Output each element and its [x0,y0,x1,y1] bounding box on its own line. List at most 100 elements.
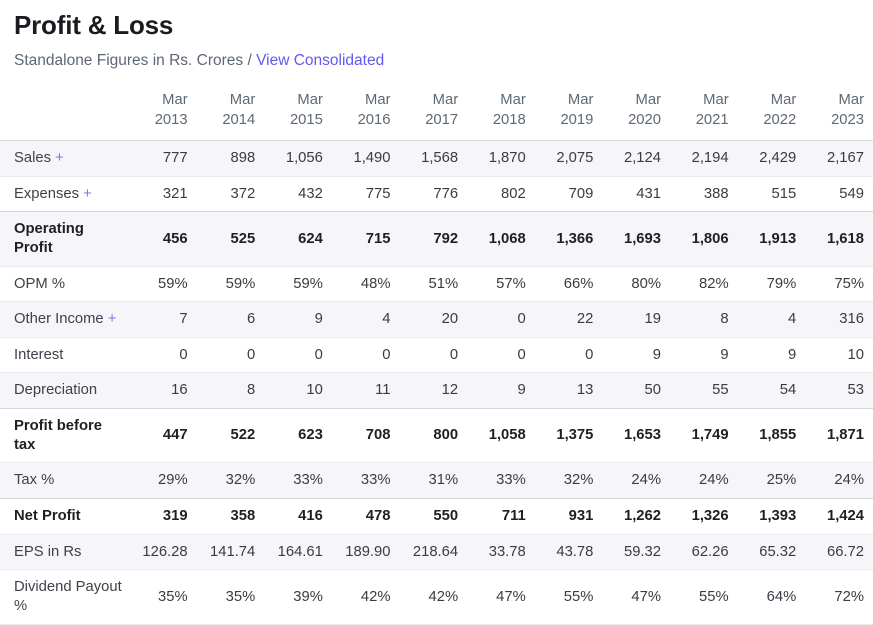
cell-value: 39% [264,569,332,625]
cell-value: 55% [534,569,603,625]
cell-value: 1,693 [602,211,670,267]
row-label: Interest [0,337,129,374]
cell-value: 898 [196,140,265,177]
row-label-text: Dividend Payout % [14,579,122,614]
cell-value: 164.61 [264,534,332,571]
cell-value: 10 [805,337,873,374]
cell-value: 715 [331,211,400,267]
cell-value: 549 [805,176,873,213]
cell-value: 25% [737,462,806,499]
cell-value: 0 [129,337,197,374]
cell-value: 82% [670,266,738,303]
cell-value: 141.74 [196,534,265,571]
cell-value: 42% [399,569,468,625]
row-label: Net Profit [0,498,129,535]
cell-value: 800 [399,408,468,464]
table-row: Interest 0 0 0 0 0 0 0 9 9 9 10 [0,337,873,374]
cell-value: 372 [196,176,265,213]
cell-value: 1,871 [805,408,873,464]
cell-value: 32% [196,462,265,499]
cell-value: 59% [196,266,265,303]
cell-value: 24% [602,462,670,499]
cell-value: 13 [534,372,603,410]
view-consolidated-link[interactable]: View Consolidated [256,52,385,69]
row-label: Operating Profit [0,211,129,267]
cell-value: 59.32 [602,534,670,571]
cell-value: 478 [331,498,400,535]
cell-value: 1,806 [670,211,738,267]
row-label-text: OPM % [14,275,65,292]
row-label-text: Other Income [14,311,104,328]
table-row: Net Profit 319 358 416 478 550 711 931 1,262 1,32… [0,498,873,535]
expand-row-icon[interactable]: + [51,149,64,166]
column-header: Mar 2013 [129,85,197,141]
cell-value: 1,913 [737,211,806,267]
expand-row-icon[interactable]: + [103,311,117,328]
cell-value: 57% [467,266,535,303]
row-label-text: EPS in Rs [14,543,82,560]
cell-value: 432 [264,176,332,213]
cell-value: 65.32 [737,534,806,571]
cell-value: 515 [737,176,806,213]
table-row: EPS in Rs 126.28 141.74 164.61 189.90 218.64 3… [0,534,873,571]
cell-value: 2,075 [534,140,603,177]
cell-value: 802 [467,176,535,213]
cell-value: 31% [399,462,468,499]
cell-value: 6 [196,301,265,338]
cell-value: 1,568 [399,140,468,177]
cell-value: 55% [670,569,738,625]
row-label: Dividend Payout % [0,569,129,625]
row-label-text: Depreciation [14,382,98,399]
cell-value: 358 [196,498,265,535]
cell-value: 447 [129,408,197,464]
cell-value: 48% [331,266,400,303]
cell-value: 9 [467,372,535,410]
cell-value: 1,749 [670,408,738,464]
table-row: Tax % 29% 32% 33% 33% 31% 33% 32% 24% 24% 25% 24% [0,462,873,499]
cell-value: 2,194 [670,140,738,177]
expand-row-icon[interactable]: + [78,185,92,202]
cell-value: 19 [602,301,670,338]
table-row: Profit before tax 447 522 623 708 800 1,058 1,3… [0,408,873,464]
row-label: Expenses + [0,176,129,213]
cell-value: 24% [670,462,738,499]
cell-value: 33.78 [467,534,535,571]
cell-value: 22 [534,301,603,338]
table-row: Dividend Payout % 35% 35% 39% 42% 42% 47% 55% 47… [0,569,873,625]
cell-value: 2,124 [602,140,670,177]
cell-value: 1,058 [467,408,535,464]
cell-value: 623 [264,408,332,464]
cell-value: 35% [196,569,265,625]
table-row[interactable]: Sales +777 898 1,056 1,490 1,568 1,870 2,075 2,… [0,140,873,177]
table-row: Depreciation 16 8 10 11 12 9 13 50 55 54 53 [0,372,873,410]
cell-value: 1,855 [737,408,806,464]
row-label-text: Sales [14,149,52,166]
cell-value: 1,366 [534,211,603,267]
cell-value: 776 [399,176,468,213]
column-header: Mar 2019 [534,85,603,141]
cell-value: 72% [805,569,873,625]
cell-value: 525 [196,211,265,267]
cell-value: 54 [737,372,806,410]
cell-value: 33% [264,462,332,499]
cell-value: 0 [399,337,468,374]
cell-value: 24% [805,462,873,499]
subtitle: Standalone Figures in Rs. Crores / View … [14,52,859,70]
table-row[interactable]: Other Income +7 6 9 4 20 0 22 19 8 4 316 [0,301,873,338]
cell-value: 1,375 [534,408,603,464]
cell-value: 0 [331,337,400,374]
cell-value: 388 [670,176,738,213]
row-label: OPM % [0,266,129,303]
cell-value: 709 [534,176,603,213]
row-label-text: Net Profit [14,507,81,524]
page-title: Profit & Loss [14,10,174,40]
cell-value: 79% [737,266,806,303]
column-header: Mar 2017 [399,85,468,141]
cell-value: 708 [331,408,400,464]
table-row[interactable]: Expenses +321 372 432 775 776 802 709 431 388 515… [0,176,873,213]
cell-value: 35% [129,569,197,625]
cell-value: 792 [399,211,468,267]
row-label: Tax % [0,462,129,499]
cell-value: 53 [805,372,873,410]
